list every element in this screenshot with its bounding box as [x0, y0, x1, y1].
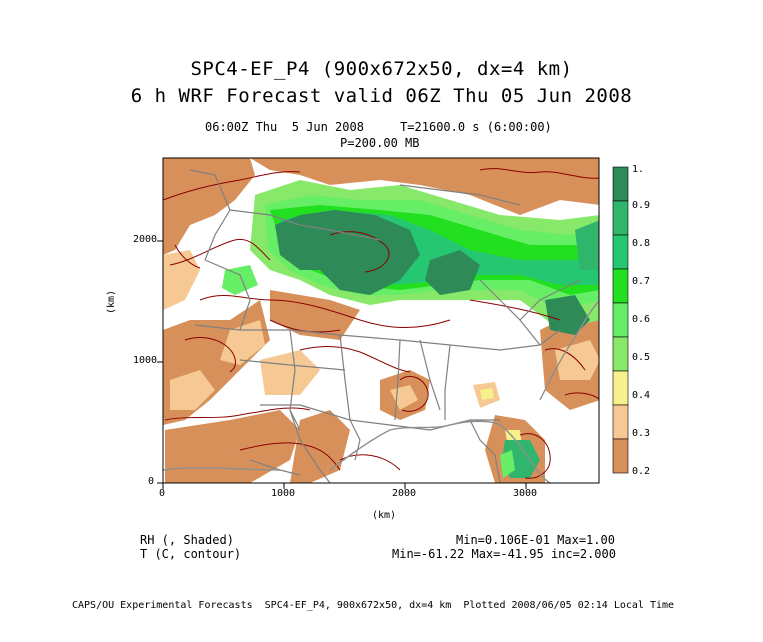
- rh-shading-high: [222, 180, 599, 478]
- x-tick-label-1000: 1000: [271, 488, 296, 499]
- colorbar-segment: [612, 200, 629, 236]
- x-axis-unit: (km): [372, 510, 397, 521]
- pressure-level-label: P=200.00 MB: [340, 136, 420, 150]
- y-tick-label-2000: 2000: [133, 234, 158, 245]
- colorbar-label-0.3: 0.3: [632, 428, 651, 439]
- colorbar-label-0.5: 0.5: [632, 352, 651, 363]
- temperature-contours: [163, 168, 599, 479]
- colorbar-label-0.9: 0.9: [632, 200, 651, 211]
- colorbar-segment: [612, 268, 629, 304]
- colorbar-label-0.2: 0.2: [632, 466, 651, 477]
- coastline: [163, 300, 599, 483]
- t-legend: T (C, contour): [140, 547, 242, 561]
- title-line1: SPC4-EF_P4 (900x672x50, dx=4 km): [190, 58, 573, 80]
- t-stats: Min=-61.22 Max=-41.95 inc=2.000: [392, 547, 616, 561]
- colorbar-segment: [612, 404, 629, 440]
- x-tick-label-3000: 3000: [513, 488, 538, 499]
- colorbar-segment: [612, 336, 629, 372]
- colorbar-label-0.7: 0.7: [632, 276, 651, 287]
- colorbar-segment: [612, 302, 629, 338]
- x-tick-label-2000: 2000: [392, 488, 417, 499]
- x-axis: [162, 483, 527, 489]
- y-axis: [157, 240, 163, 484]
- colorbar-label-1.0: 1.: [632, 164, 645, 175]
- footer-credit: CAPS/OU Experimental Forecasts SPC4-EF_P…: [72, 600, 675, 611]
- colorbar-label-0.8: 0.8: [632, 238, 651, 249]
- rh-stats: Min=0.106E-01 Max=1.00: [456, 533, 615, 547]
- valid-time-label: 06:00Z Thu 5 Jun 2008 T=21600.0 s (6:00:…: [205, 120, 552, 134]
- colorbar-segment: [612, 234, 629, 270]
- political-boundaries: [189, 169, 581, 483]
- x-tick-label-0: 0: [159, 488, 166, 499]
- map-plot-area: [163, 158, 599, 483]
- title-line2: 6 h WRF Forecast valid 06Z Thu 05 Jun 20…: [130, 85, 633, 107]
- y-tick-label-1000: 1000: [133, 355, 158, 366]
- y-axis-unit: (km): [106, 289, 117, 314]
- colorbar-label-0.4: 0.4: [632, 390, 651, 401]
- colorbar-segment: [612, 166, 629, 202]
- colorbar-segment: [612, 438, 629, 474]
- y-tick-label-0: 0: [148, 476, 155, 487]
- colorbar-label-0.6: 0.6: [632, 314, 651, 325]
- plot-frame: [162, 157, 600, 484]
- colorbar-segment: [612, 370, 629, 406]
- colorbar: [612, 166, 629, 474]
- rh-legend: RH (, Shaded): [140, 533, 234, 547]
